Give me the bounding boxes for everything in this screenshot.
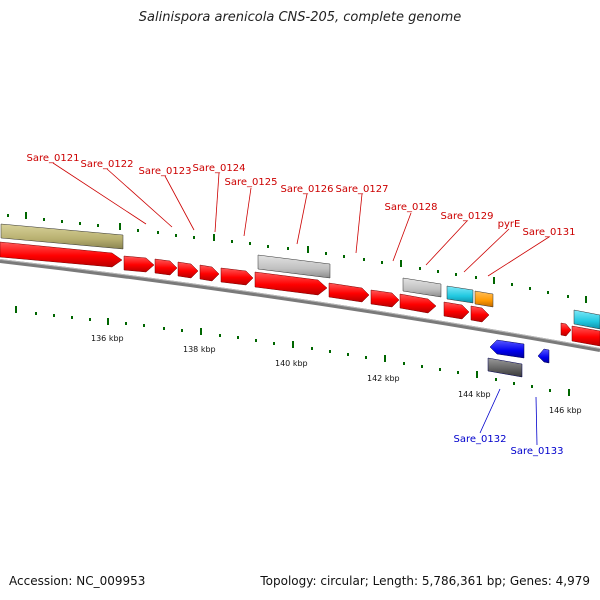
upper-tick-track	[7, 212, 587, 303]
gene-label-forward[interactable]: Sare_0128	[385, 202, 438, 213]
feature-cyan[interactable]	[446, 285, 474, 304]
gene-label-forward[interactable]: Sare_0122	[81, 159, 134, 170]
feature-gray[interactable]	[402, 277, 442, 298]
accession-text: Accession: NC_009953	[9, 574, 146, 588]
gene-label-reverse[interactable]: Sare_0132	[454, 434, 507, 445]
map-title: Salinispora arenicola CNS-205, complete …	[138, 10, 462, 25]
gene-label-forward[interactable]: Sare_0123	[139, 166, 192, 177]
scale-label: 138 kbp	[183, 345, 216, 354]
scale-label: 146 kbp	[549, 406, 582, 415]
cds-arrow[interactable]	[220, 267, 254, 286]
cds-arrow[interactable]	[443, 301, 470, 320]
cds-arrow-reverse[interactable]	[489, 339, 525, 359]
gene-label-forward[interactable]: Sare_0126	[281, 184, 334, 195]
gene-label-forward[interactable]: Sare_0121	[27, 153, 80, 164]
scale-label: 136 kbp	[91, 334, 124, 343]
feature-gray[interactable]	[257, 254, 331, 279]
feature-track-outer	[0, 223, 600, 330]
cds-arrow[interactable]	[123, 255, 155, 273]
gene-label-reverse[interactable]: Sare_0133	[511, 446, 564, 457]
genome-summary-text: Topology: circular; Length: 5,786,361 bp…	[260, 574, 590, 588]
feature-olive[interactable]	[0, 223, 124, 250]
cds-arrow[interactable]	[199, 264, 220, 282]
scale-label: 140 kbp	[275, 359, 308, 368]
reverse-strand-track	[487, 339, 550, 378]
forward-label-leaders	[52, 162, 550, 277]
cds-arrow[interactable]	[154, 258, 178, 276]
cds-arrow[interactable]	[370, 289, 400, 308]
genome-backbone	[0, 259, 600, 352]
gene-label-forward[interactable]: Sare_0129	[441, 211, 494, 222]
scale-label: 144 kbp	[458, 390, 491, 399]
cds-arrow-reverse[interactable]	[537, 348, 550, 364]
reverse-label-leaders	[479, 388, 538, 446]
cds-arrow[interactable]	[177, 261, 199, 279]
cds-arrow[interactable]	[254, 271, 328, 296]
cds-arrow[interactable]	[0, 241, 123, 268]
feature-orange[interactable]	[474, 290, 494, 308]
gene-label-forward[interactable]: Sare_0127	[336, 184, 389, 195]
gene-label-forward[interactable]: Sare_0125	[225, 177, 278, 188]
feature-cyan[interactable]	[573, 309, 600, 330]
scale-label: 142 kbp	[367, 374, 400, 383]
genome-backbone-highlight	[0, 259, 600, 349]
gene-label-forward[interactable]: Sare_0124	[193, 163, 246, 174]
forward-strand-track	[0, 241, 600, 347]
cds-arrow[interactable]	[399, 293, 437, 314]
feature-dark-gray[interactable]	[487, 357, 523, 378]
cds-arrow[interactable]	[328, 282, 370, 303]
cds-arrow[interactable]	[470, 305, 490, 323]
gene-label-forward[interactable]: Sare_0131	[523, 227, 576, 238]
cds-arrow[interactable]	[560, 322, 572, 337]
lower-tick-track	[15, 306, 570, 396]
cds-arrow[interactable]	[571, 325, 600, 347]
gene-label-forward[interactable]: pyrE	[498, 219, 521, 230]
